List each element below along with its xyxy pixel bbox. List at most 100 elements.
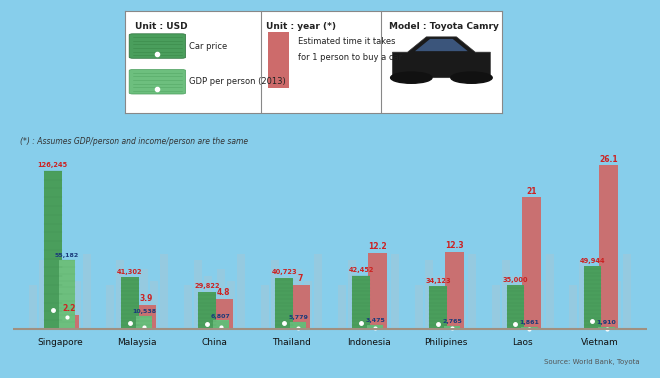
Text: Malaysia: Malaysia <box>117 338 157 347</box>
Bar <box>603 269 610 329</box>
Text: Laos: Laos <box>512 338 533 347</box>
Bar <box>348 260 356 329</box>
Bar <box>599 327 614 329</box>
Bar <box>535 281 544 329</box>
Text: 12.2: 12.2 <box>368 242 387 251</box>
Text: (*) : Assumes GDP/person and income/person are the same: (*) : Assumes GDP/person and income/pers… <box>20 136 248 146</box>
Bar <box>29 285 38 329</box>
Bar <box>368 253 387 329</box>
Text: Car price: Car price <box>189 42 228 51</box>
Text: Unit : USD: Unit : USD <box>135 22 187 31</box>
Bar <box>269 32 289 88</box>
Bar <box>506 285 524 329</box>
Text: Vietnam: Vietnam <box>581 338 618 347</box>
Bar <box>358 276 366 329</box>
Bar <box>40 260 48 329</box>
Text: Estimated time it takes: Estimated time it takes <box>298 37 396 46</box>
Bar <box>459 281 467 329</box>
Bar <box>204 276 212 329</box>
Text: Thailand: Thailand <box>272 338 311 347</box>
Text: 4.8: 4.8 <box>216 288 230 297</box>
Text: Philipines: Philipines <box>424 338 467 347</box>
Bar <box>213 321 229 329</box>
Bar <box>546 254 554 329</box>
Bar <box>425 260 433 329</box>
Bar <box>59 260 75 329</box>
Bar <box>214 299 233 329</box>
Bar <box>261 285 269 329</box>
Text: Singapore: Singapore <box>37 338 83 347</box>
Bar <box>290 322 306 329</box>
Text: 35,000: 35,000 <box>503 277 528 283</box>
Bar <box>290 285 310 329</box>
Text: 34,123: 34,123 <box>426 278 451 284</box>
Bar <box>622 254 631 329</box>
Bar <box>445 252 464 329</box>
Text: Model : Toyota Camry: Model : Toyota Camry <box>389 22 498 31</box>
Bar <box>469 254 477 329</box>
Bar <box>59 315 79 329</box>
Bar <box>352 276 370 329</box>
Text: 49,944: 49,944 <box>579 258 605 264</box>
Bar <box>381 281 389 329</box>
Text: 41,302: 41,302 <box>117 269 143 275</box>
Text: 10,538: 10,538 <box>132 309 156 314</box>
Text: 21: 21 <box>527 187 537 195</box>
Bar <box>444 325 461 329</box>
Bar <box>521 327 537 329</box>
Bar <box>415 285 423 329</box>
Bar <box>492 285 500 329</box>
Text: 3.9: 3.9 <box>139 294 152 303</box>
Bar <box>116 260 125 329</box>
Text: 6,807: 6,807 <box>211 314 231 319</box>
Bar <box>569 285 577 329</box>
Bar <box>136 316 152 329</box>
Bar <box>589 276 597 329</box>
Bar <box>237 254 245 329</box>
Polygon shape <box>393 37 490 78</box>
Text: for 1 person to buy a car: for 1 person to buy a car <box>298 53 403 62</box>
Bar <box>522 197 541 329</box>
Bar <box>612 281 620 329</box>
Bar <box>502 260 510 329</box>
Bar <box>512 276 520 329</box>
Text: 7: 7 <box>298 274 303 283</box>
Text: 55,182: 55,182 <box>55 253 79 258</box>
Bar <box>227 281 235 329</box>
Bar <box>63 269 71 329</box>
Bar <box>338 285 346 329</box>
Bar <box>371 269 379 329</box>
Bar <box>294 269 302 329</box>
Bar <box>579 260 587 329</box>
Text: 5,779: 5,779 <box>288 315 308 320</box>
Bar <box>314 254 322 329</box>
Bar <box>583 266 601 329</box>
Text: 1,861: 1,861 <box>519 320 539 325</box>
Bar <box>106 285 114 329</box>
Bar <box>198 291 216 329</box>
Bar <box>435 276 443 329</box>
FancyBboxPatch shape <box>129 34 185 58</box>
Text: 1,910: 1,910 <box>597 320 616 325</box>
Bar <box>430 286 447 329</box>
Bar <box>280 276 289 329</box>
Bar <box>83 254 91 329</box>
Bar <box>217 269 225 329</box>
Bar <box>448 269 456 329</box>
Text: 40,723: 40,723 <box>271 270 297 276</box>
Bar <box>271 260 279 329</box>
Bar <box>367 325 383 329</box>
Bar <box>391 254 399 329</box>
Bar <box>50 276 57 329</box>
Text: Unit : year (*): Unit : year (*) <box>267 22 337 31</box>
Text: 12.3: 12.3 <box>446 241 464 250</box>
Text: 126,245: 126,245 <box>38 162 68 168</box>
Text: Indonesia: Indonesia <box>346 338 391 347</box>
Circle shape <box>451 72 492 83</box>
Bar <box>150 281 158 329</box>
Bar <box>525 269 533 329</box>
Bar <box>599 166 618 329</box>
Bar <box>127 276 135 329</box>
Bar <box>121 277 139 329</box>
Bar <box>193 260 201 329</box>
